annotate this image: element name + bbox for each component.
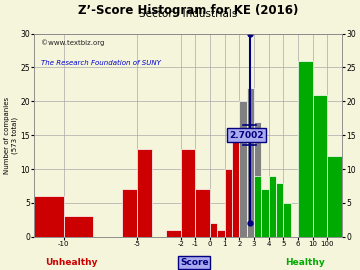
Text: 2.7002: 2.7002	[229, 131, 264, 140]
Text: Healthy: Healthy	[285, 258, 325, 267]
Bar	[210, 223, 217, 237]
Bar	[166, 230, 181, 237]
Bar	[137, 149, 152, 237]
Bar	[261, 189, 269, 237]
Bar	[195, 189, 210, 237]
Bar	[217, 230, 225, 237]
Bar	[232, 142, 239, 237]
Bar	[327, 156, 342, 237]
Bar	[64, 217, 93, 237]
Text: The Research Foundation of SUNY: The Research Foundation of SUNY	[41, 60, 161, 66]
Text: Sector:  Industrials: Sector: Industrials	[139, 9, 237, 19]
Bar	[298, 61, 312, 237]
Bar	[181, 149, 195, 237]
Text: Score: Score	[180, 258, 208, 267]
Bar	[225, 169, 232, 237]
Bar	[312, 94, 327, 237]
Text: Unhealthy: Unhealthy	[45, 258, 98, 267]
Bar	[254, 176, 261, 237]
Bar	[247, 88, 254, 237]
Title: Z’-Score Histogram for KE (2016): Z’-Score Histogram for KE (2016)	[78, 4, 298, 17]
Bar	[276, 183, 283, 237]
Bar	[239, 101, 247, 237]
Bar	[269, 176, 276, 237]
Bar	[283, 203, 291, 237]
Text: ©www.textbiz.org: ©www.textbiz.org	[41, 40, 104, 46]
Y-axis label: Number of companies
(573 total): Number of companies (573 total)	[4, 97, 18, 174]
Bar	[122, 189, 137, 237]
Bar	[254, 122, 261, 237]
Bar	[34, 196, 64, 237]
